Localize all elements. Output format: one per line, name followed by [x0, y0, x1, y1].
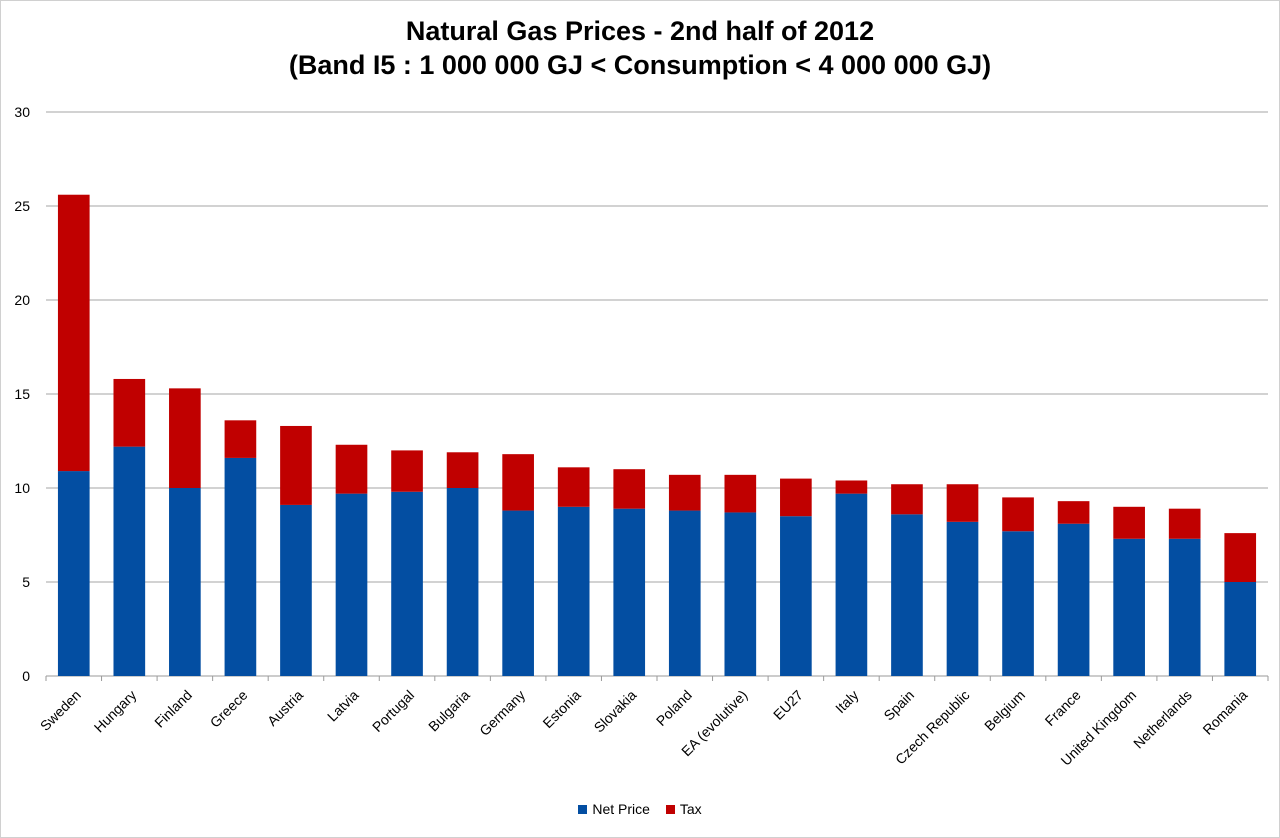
y-tick-label: 25 — [14, 198, 30, 214]
bar-net-price — [113, 446, 146, 676]
bar-tax — [113, 378, 146, 447]
bar-net-price — [557, 506, 590, 676]
chart-subtitle-line: (Band I5 : 1 000 000 GJ < Consumption < … — [288, 50, 992, 80]
x-tick-label: Greece — [207, 687, 251, 731]
bar-tax — [891, 484, 923, 515]
chart-title-line: Natural Gas Prices - 2nd half of 2012 — [405, 16, 875, 46]
x-tick-label: Bulgaria — [425, 687, 473, 735]
bar-net-price — [57, 471, 90, 676]
x-tick-label: Netherlands — [1130, 687, 1195, 752]
y-tick-label: 10 — [14, 480, 30, 496]
bar-tax — [613, 469, 646, 509]
x-tick-label: Slovakia — [591, 687, 640, 736]
bar-net-price — [1002, 531, 1034, 676]
bar-tax — [335, 444, 368, 494]
y-tick-label: 0 — [22, 668, 30, 684]
bar-tax — [1168, 508, 1201, 539]
legend: Net Price Tax — [0, 801, 1280, 817]
bar-net-price — [1113, 538, 1145, 676]
bar-net-price — [224, 457, 257, 676]
bar-net-price — [835, 493, 868, 676]
bar-net-price — [1057, 523, 1090, 676]
x-tick-label: Portugal — [369, 687, 417, 735]
bar-net-price — [668, 510, 701, 676]
legend-item-tax: Tax — [665, 801, 702, 817]
x-tick-label: Italy — [832, 687, 861, 716]
bar-tax — [57, 194, 90, 472]
bar-tax — [169, 388, 201, 488]
bar-net-price — [335, 493, 368, 676]
legend-label-net-price: Net Price — [592, 801, 650, 817]
legend-swatch-tax — [665, 805, 675, 814]
bar-net-price — [946, 521, 979, 676]
bar-tax — [446, 452, 479, 488]
bar-tax — [946, 484, 979, 522]
bar-tax — [502, 454, 534, 511]
bar-net-price — [724, 512, 757, 676]
bar-tax — [1113, 506, 1145, 539]
x-tick-label: Sweden — [37, 687, 84, 734]
x-tick-label: Romania — [1199, 687, 1250, 738]
bar-net-price — [1224, 582, 1257, 676]
y-tick-label: 5 — [22, 574, 30, 590]
bar-tax — [224, 420, 257, 458]
x-tick-label: Spain — [880, 687, 917, 724]
bar-tax — [668, 474, 701, 511]
chart-title: Natural Gas Prices - 2nd half of 2012 (B… — [0, 14, 1280, 82]
y-tick-label: 15 — [14, 386, 30, 402]
x-tick-label: Austria — [264, 687, 306, 729]
legend-label-tax: Tax — [679, 801, 702, 817]
bar-net-price — [613, 508, 646, 676]
x-tick-label: Latvia — [324, 687, 362, 725]
bar-tax — [780, 478, 812, 517]
bar-tax — [280, 425, 312, 505]
bar-net-price — [502, 510, 534, 676]
x-tick-label: Belgium — [981, 687, 1028, 734]
x-tick-label: Hungary — [91, 687, 140, 736]
x-tick-label: Estonia — [539, 687, 583, 731]
bar-net-price — [780, 516, 812, 676]
bar-tax — [835, 480, 868, 494]
bar-net-price — [1168, 538, 1201, 676]
bar-tax — [557, 467, 590, 507]
bar-tax — [1057, 501, 1090, 524]
bar-tax — [391, 450, 423, 492]
bar-net-price — [391, 491, 423, 676]
x-tick-label: Finland — [151, 687, 195, 731]
bar-tax — [724, 474, 757, 513]
x-tick-label: EU27 — [770, 687, 806, 723]
bar-net-price — [169, 488, 201, 676]
x-tick-label: France — [1042, 687, 1084, 729]
x-tick-label: Germany — [476, 687, 528, 739]
bar-net-price — [446, 488, 479, 676]
x-tick-label: Poland — [653, 687, 695, 729]
y-tick-label: 20 — [14, 292, 30, 308]
bar-net-price — [891, 514, 923, 676]
y-tick-label: 30 — [14, 104, 30, 120]
legend-swatch-net-price — [578, 805, 588, 814]
bar-tax — [1002, 497, 1034, 532]
legend-item-net-price: Net Price — [578, 801, 650, 817]
bar-net-price — [280, 504, 312, 676]
bar-tax — [1224, 533, 1257, 582]
